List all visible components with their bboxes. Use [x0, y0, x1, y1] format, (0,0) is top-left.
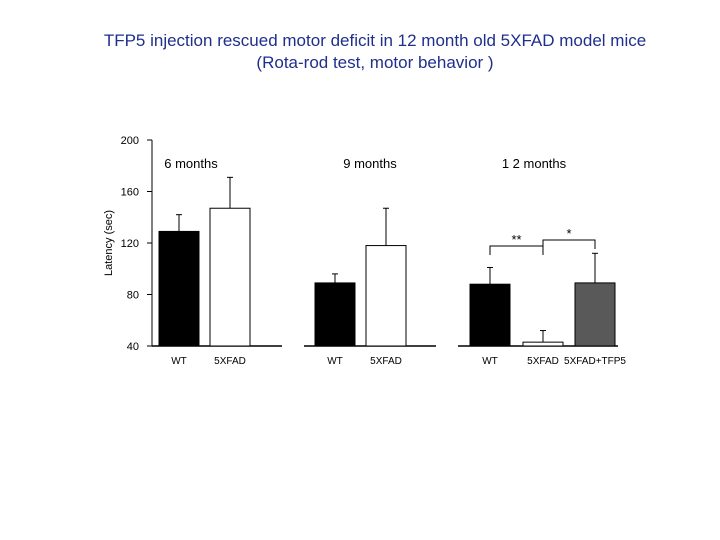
bar — [574, 282, 616, 347]
x-category-label: 5XFAD+TFP5 — [564, 356, 626, 367]
significance-bracket — [542, 239, 596, 249]
y-tick-label: 40 — [127, 341, 139, 353]
x-category-label: 5XFAD — [214, 356, 246, 367]
significance-label: * — [566, 226, 571, 241]
group-label: 1 2 months — [502, 156, 567, 171]
significance-label: ** — [511, 232, 521, 247]
x-category-label: 5XFAD — [370, 356, 402, 367]
chart-title: TFP5 injection rescued motor deficit in … — [103, 31, 647, 50]
y-tick-label: 200 — [121, 135, 139, 147]
x-category-label: WT — [171, 356, 187, 367]
bar — [209, 207, 251, 347]
bar — [314, 282, 356, 347]
y-axis-label: Latency (sec) — [103, 210, 115, 276]
x-category-label: 5XFAD — [527, 356, 559, 367]
bar — [158, 230, 200, 347]
significance-bracket — [489, 245, 544, 255]
bar — [469, 283, 511, 347]
group-label: 9 months — [343, 156, 397, 171]
bars — [158, 176, 616, 347]
y-tick-label: 120 — [121, 238, 139, 250]
y-tick-label: 160 — [121, 187, 139, 199]
y-tick-label: 80 — [127, 290, 139, 302]
chart-title-block: TFP5 injection rescued motor deficit in … — [0, 30, 720, 74]
bar — [365, 245, 407, 347]
group-label: 6 months — [164, 156, 218, 171]
bar — [522, 341, 564, 347]
chart-subtitle: (Rota-rod test, motor behavior ) — [256, 53, 494, 72]
labels: 6 months WT 5XFAD 9 months WT 5XFAD 1 2 months… — [164, 156, 626, 367]
x-category-label: WT — [327, 356, 343, 367]
x-category-label: WT — [482, 356, 498, 367]
